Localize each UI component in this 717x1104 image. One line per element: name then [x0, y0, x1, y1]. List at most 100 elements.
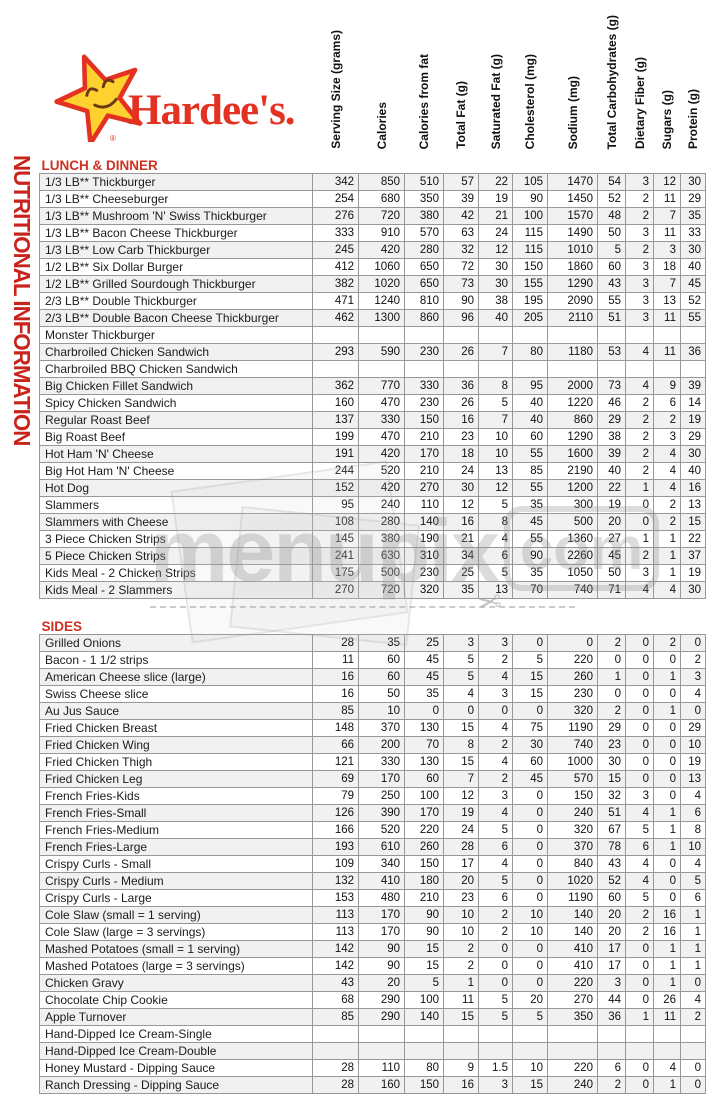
value-cell: 100	[404, 787, 444, 805]
item-name-cell: Chocolate Chip Cookie	[39, 991, 313, 1009]
value-cell: 100	[404, 991, 444, 1009]
section-title: SIDES	[39, 619, 706, 635]
value-cell: 910	[358, 224, 405, 242]
value-cell: 342	[312, 173, 359, 191]
value-cell: 23	[597, 736, 626, 754]
value-cell	[653, 326, 681, 344]
item-name-cell: Fried Chicken Thigh	[39, 753, 313, 771]
column-header: Cholesterol (mg)	[523, 53, 537, 149]
item-name-cell: Mashed Potatoes (large = 3 servings)	[39, 957, 313, 975]
value-cell: 18	[653, 258, 681, 276]
value-cell: 30	[680, 581, 706, 599]
value-cell: 96	[443, 309, 479, 327]
value-cell: 1	[625, 1008, 654, 1026]
value-cell: 35	[512, 564, 548, 582]
value-cell: 412	[312, 258, 359, 276]
value-cell: 68	[312, 991, 359, 1009]
value-cell: 4	[478, 668, 513, 686]
value-cell: 2	[478, 923, 513, 941]
value-cell	[625, 1025, 654, 1043]
value-cell	[478, 1025, 513, 1043]
value-cell: 3	[653, 241, 681, 259]
value-cell: 28	[312, 1059, 359, 1077]
value-cell: 240	[358, 496, 405, 514]
value-cell: 1	[653, 804, 681, 822]
value-cell: 35	[512, 496, 548, 514]
value-cell: 78	[597, 838, 626, 856]
value-cell: 2	[597, 634, 626, 652]
value-cell: 15	[404, 940, 444, 958]
value-cell: 500	[358, 564, 405, 582]
item-name-cell: Big Hot Ham 'N' Cheese	[39, 462, 313, 480]
value-cell: 2	[625, 445, 654, 463]
value-cell: 32	[443, 241, 479, 259]
value-cell: 370	[358, 719, 405, 737]
value-cell: 410	[547, 957, 598, 975]
value-cell: 16	[653, 923, 681, 941]
value-cell: 0	[653, 770, 681, 788]
value-cell: 2000	[547, 377, 598, 395]
value-cell: 320	[547, 821, 598, 839]
value-cell: 1	[680, 940, 706, 958]
table-row: Charbroiled Chicken Sandwich 293 590 230 26 7…	[39, 343, 706, 361]
value-cell: 5	[443, 668, 479, 686]
nutrition-table: Serving Size (grams) Calories Calories fro…	[39, 8, 706, 1094]
value-cell: 19	[680, 411, 706, 429]
value-cell: 510	[404, 173, 444, 191]
value-cell: 42	[443, 207, 479, 225]
page-title-vertical: NUTRITIONAL INFORMATION	[9, 155, 35, 446]
value-cell: 2	[478, 906, 513, 924]
value-cell: 0	[512, 787, 548, 805]
value-cell: 220	[547, 1059, 598, 1077]
value-cell: 1	[653, 564, 681, 582]
value-cell: 45	[597, 547, 626, 565]
value-cell: 2	[625, 394, 654, 412]
item-name-cell: Charbroiled Chicken Sandwich	[39, 343, 313, 361]
value-cell: 153	[312, 889, 359, 907]
value-cell: 5	[625, 821, 654, 839]
value-cell: 51	[597, 804, 626, 822]
value-cell: 6	[478, 889, 513, 907]
value-cell: 4	[625, 581, 654, 599]
value-cell: 260	[404, 838, 444, 856]
value-cell: 480	[358, 889, 405, 907]
value-cell: 121	[312, 753, 359, 771]
value-cell: 30	[597, 753, 626, 771]
value-cell: 16	[312, 685, 359, 703]
value-cell: 175	[312, 564, 359, 582]
value-cell: 5	[478, 496, 513, 514]
value-cell: 11	[312, 651, 359, 669]
value-cell: 12	[443, 787, 479, 805]
value-cell: 0	[512, 872, 548, 890]
value-cell: 100	[512, 207, 548, 225]
table-row: Slammers with Cheese 108 280 140 16 8 45 500 20 0…	[39, 513, 706, 531]
value-cell: 590	[358, 343, 405, 361]
value-cell: 300	[547, 496, 598, 514]
value-cell: 0	[653, 719, 681, 737]
item-name-cell: Slammers	[39, 496, 313, 514]
value-cell: 4	[478, 530, 513, 548]
value-cell: 1	[653, 547, 681, 565]
value-cell: 0	[625, 770, 654, 788]
value-cell: 10	[512, 1059, 548, 1077]
value-cell: 191	[312, 445, 359, 463]
value-cell: 280	[358, 513, 405, 531]
value-cell: 0	[443, 702, 479, 720]
value-cell: 0	[625, 668, 654, 686]
value-cell: 1190	[547, 889, 598, 907]
value-cell: 199	[312, 428, 359, 446]
value-cell: 44	[597, 991, 626, 1009]
value-cell: 43	[597, 275, 626, 293]
value-cell: 362	[312, 377, 359, 395]
value-cell: 95	[312, 496, 359, 514]
value-cell: 5	[478, 564, 513, 582]
value-cell: 330	[358, 411, 405, 429]
value-cell: 150	[404, 1076, 444, 1094]
table-row: 1/3 LB** Bacon Cheese Thickburger 333 910 5…	[39, 224, 706, 242]
value-cell: 11	[653, 190, 681, 208]
value-cell: 2	[680, 1008, 706, 1026]
value-cell: 0	[478, 702, 513, 720]
value-cell: 0	[512, 855, 548, 873]
value-cell: 1	[680, 923, 706, 941]
table-row: Big Hot Ham 'N' Cheese 244 520 210 24 13 85 219…	[39, 462, 706, 480]
